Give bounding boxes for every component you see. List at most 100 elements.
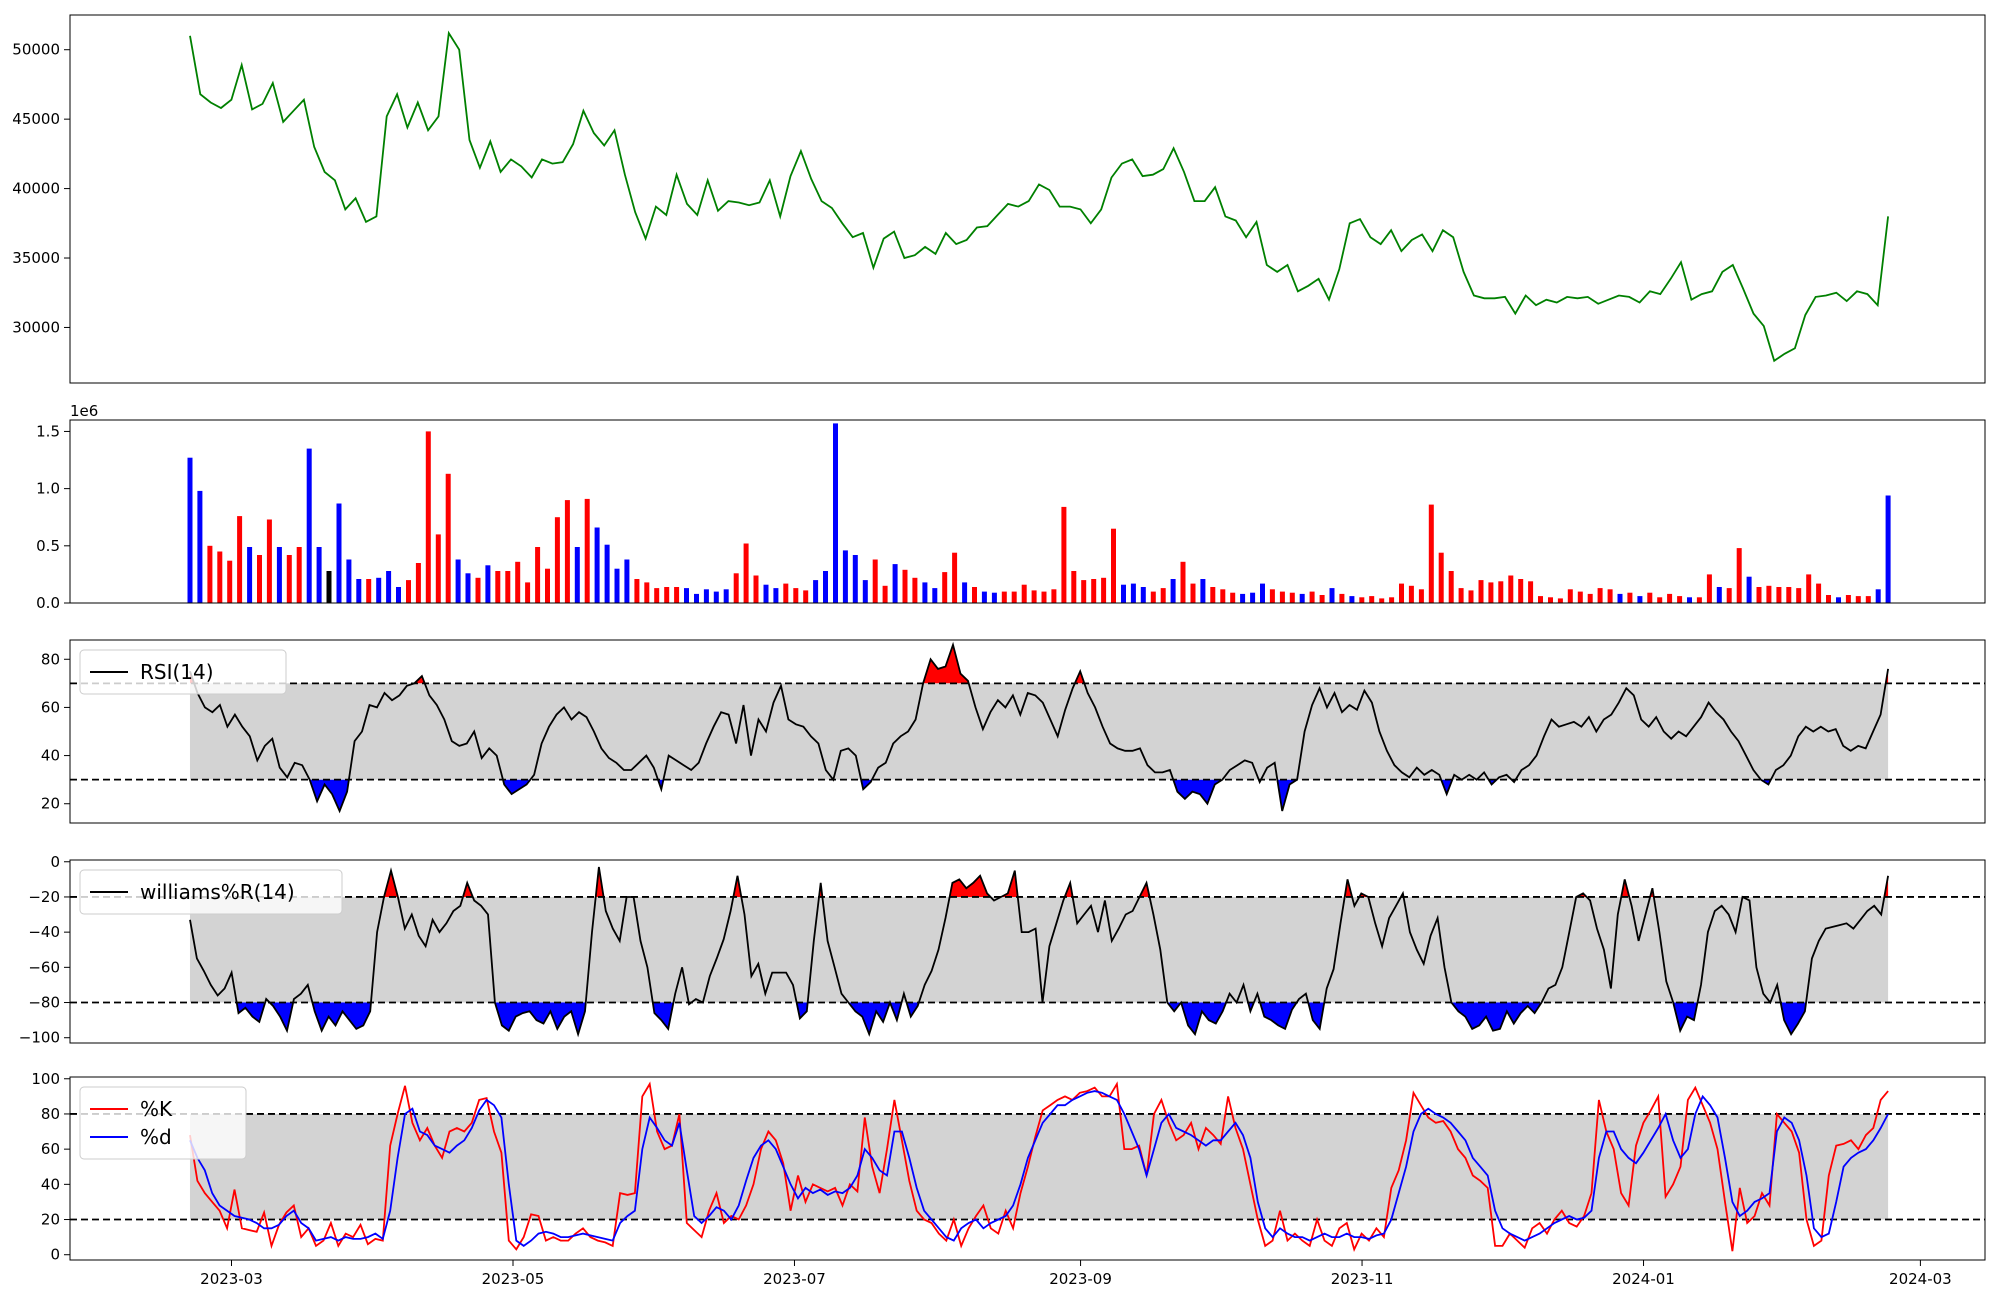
volume-bar [525,582,531,603]
axes-frame [69,859,1986,1044]
volume-bar [1657,597,1663,603]
volume-bar [1806,574,1812,603]
volume-bar [1170,579,1176,603]
volume-bar [1160,588,1166,603]
volume-bar [1041,591,1047,603]
volume-bar [1617,593,1623,603]
axes-frame [69,14,1986,384]
y-tick-label: 0 [50,853,60,871]
volume-bar [1548,597,1553,603]
volume-bar [962,582,968,603]
volume-bar [515,561,521,603]
volume-bar [684,588,689,603]
volume-bar [942,572,948,603]
price-panel: 30000 35000 40000 45000 50000 [12,14,1986,384]
volume-bar [1756,587,1762,603]
volume-panel: 1e6 0.0 0.5 1.0 1.5 [36,402,1986,612]
volume-bar [664,587,670,603]
rsi-panel: 20 40 60 80 RSI(14) [41,639,1986,824]
volume-bar [346,559,352,603]
volume-bar [1250,592,1256,603]
volume-bar [1587,593,1593,603]
neutral-band [189,896,1889,1003]
volume-bar [1408,585,1414,603]
y-tick-label: 20 [41,1211,60,1229]
overbought-fill [463,882,473,897]
volume-bar [545,568,550,603]
volume-bar [852,555,858,603]
volume-bar [1567,589,1573,603]
volume-bar [535,547,541,603]
volume-bar [475,577,481,603]
volume-bar [1865,596,1871,603]
volume-bar [266,519,272,603]
volume-bar [1488,582,1494,603]
volume-bar [1101,577,1107,603]
y-tick-label: 30000 [12,318,60,336]
volume-bar [981,591,987,603]
volume-bar [833,423,838,603]
y-tick-label: 35000 [12,249,60,267]
volume-bar [723,589,729,603]
volume-bar [713,591,719,603]
volume-bar [1200,579,1206,603]
volume-bar [435,534,441,603]
overbought-fill [733,875,742,897]
volume-bar [783,583,789,603]
volume-bar [187,457,193,603]
volume-bar [1796,588,1802,603]
overbought-fill [923,644,969,684]
volume-bar [1508,575,1514,603]
axes-frame [69,1076,1986,1261]
volume-bar [1885,495,1891,603]
volume-bar [624,559,630,603]
volume-bar [594,527,600,603]
volume-bar [842,550,848,603]
y-tick-label: 40 [41,1175,60,1193]
volume-bar [505,571,511,603]
volume-bar [1607,589,1613,603]
oversold-fill [848,1002,902,1035]
volume-bar [326,571,332,603]
y-tick-label: 80 [41,650,60,668]
oversold-fill [312,1002,371,1031]
volume-bar [1260,583,1265,603]
stochastic-panel: 0 20 40 60 80 100 %K %d 2023-03 2023-05 2023-07 202… [31,1070,1986,1288]
volume-bar [1706,574,1712,603]
y-tick-label: 0.0 [36,594,60,612]
volume-bar [604,544,610,603]
volume-bar [217,551,223,603]
volume-bar [286,555,292,603]
stoch-k-line [189,1081,1889,1252]
legend-box [79,1086,247,1160]
volume-bar [1498,581,1504,603]
oversold-fill [309,779,349,811]
volume-bar [1766,585,1772,603]
volume-bar [902,569,908,603]
volume-bar [306,448,312,603]
volume-bar [257,555,262,603]
volume-bar [803,590,809,603]
oversold-fill [906,1002,919,1017]
volume-bar [1855,596,1861,603]
legend-label: %K [140,1097,173,1121]
volume-bar [1210,587,1216,603]
volume-bar [296,547,302,603]
volume-bar [554,517,560,603]
legend-label: williams%R(14) [140,880,295,904]
volume-bar [376,577,382,603]
volume-offset-label: 1e6 [70,402,98,420]
y-tick-label: 40 [41,747,60,765]
volume-bar [1389,597,1395,603]
x-tick-label: 2023-05 [482,1270,545,1288]
volume-bar [1845,595,1851,603]
volume-bar [574,547,580,603]
volume-bar [813,580,819,603]
volume-bar [1309,591,1315,603]
volume-bar [1150,591,1156,603]
volume-bar [1379,598,1385,603]
volume-bar [1696,597,1702,603]
volume-bar [207,545,213,603]
volume-bar [1349,596,1355,603]
y-tick-label: −100 [19,1029,60,1047]
